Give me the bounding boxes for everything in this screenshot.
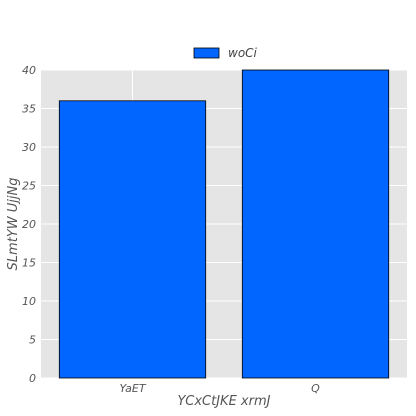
y-tick-label: 15 — [22, 257, 36, 270]
legend: woCi — [193, 46, 258, 60]
y-tick-label: 0 — [29, 372, 36, 385]
legend-label: woCi — [228, 46, 258, 60]
y-tick-label: 35 — [22, 103, 36, 116]
legend-swatch — [193, 47, 220, 59]
bar-q — [241, 69, 390, 379]
y-tick-label: 10 — [22, 295, 36, 308]
y-axis-label: SLmtYW UjjNg — [6, 178, 21, 271]
y-tick-label: 40 — [22, 64, 36, 77]
x-tick-label: YaET — [119, 382, 146, 395]
y-tick-labels: 0 5 10 15 20 25 30 35 40 — [22, 64, 36, 385]
y-tick-label: 30 — [22, 141, 36, 154]
bar-yaet — [58, 100, 207, 379]
x-axis-label: YCxCtJKE xrmJ — [178, 394, 271, 409]
bars — [58, 69, 390, 379]
y-tick-label: 5 — [29, 334, 36, 347]
x-tick-label: Q — [311, 382, 320, 395]
y-tick-label: 20 — [22, 218, 36, 231]
x-tick-labels: YaET Q — [119, 382, 320, 395]
y-tick-label: 25 — [22, 180, 36, 193]
